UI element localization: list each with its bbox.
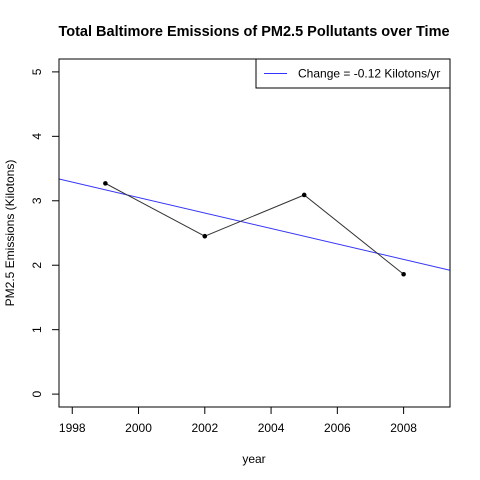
chart-title: Total Baltimore Emissions of PM2.5 Pollu… xyxy=(58,24,449,40)
plot-frame xyxy=(58,58,451,408)
y-tick-label: 4 xyxy=(30,133,44,140)
legend-box xyxy=(255,58,451,89)
x-axis-label: year xyxy=(242,452,265,466)
x-tick-label: 2000 xyxy=(125,421,152,435)
y-tick-label: 2 xyxy=(30,262,44,269)
y-axis-label: PM2.5 Emissions (Kilotons) xyxy=(3,160,17,307)
data-point xyxy=(103,181,108,186)
data-point xyxy=(202,233,208,239)
series-line xyxy=(105,182,404,275)
data-point xyxy=(301,192,307,198)
y-axis: 0 1 2 3 4 5 xyxy=(30,68,59,397)
data-point xyxy=(401,271,406,277)
legend: Change = -0.12 Kilotons/yr xyxy=(255,58,451,89)
x-tick-label: 2004 xyxy=(258,421,285,435)
x-axis: 1998 2000 2002 2004 2006 2008 xyxy=(59,407,417,435)
x-tick-label: 2006 xyxy=(324,421,351,435)
x-tick-label: 2008 xyxy=(390,421,417,435)
y-tick-label: 3 xyxy=(30,197,44,204)
y-tick-label: 0 xyxy=(30,390,44,397)
plot-content xyxy=(59,178,450,277)
legend-label-trend: Change = -0.12 Kilotons/yr xyxy=(298,67,440,81)
x-tick-label: 1998 xyxy=(59,421,86,435)
y-tick-label: 5 xyxy=(30,68,44,75)
trend-line xyxy=(59,178,450,271)
y-tick-label: 1 xyxy=(30,326,44,333)
x-tick-label: 2002 xyxy=(191,421,218,435)
